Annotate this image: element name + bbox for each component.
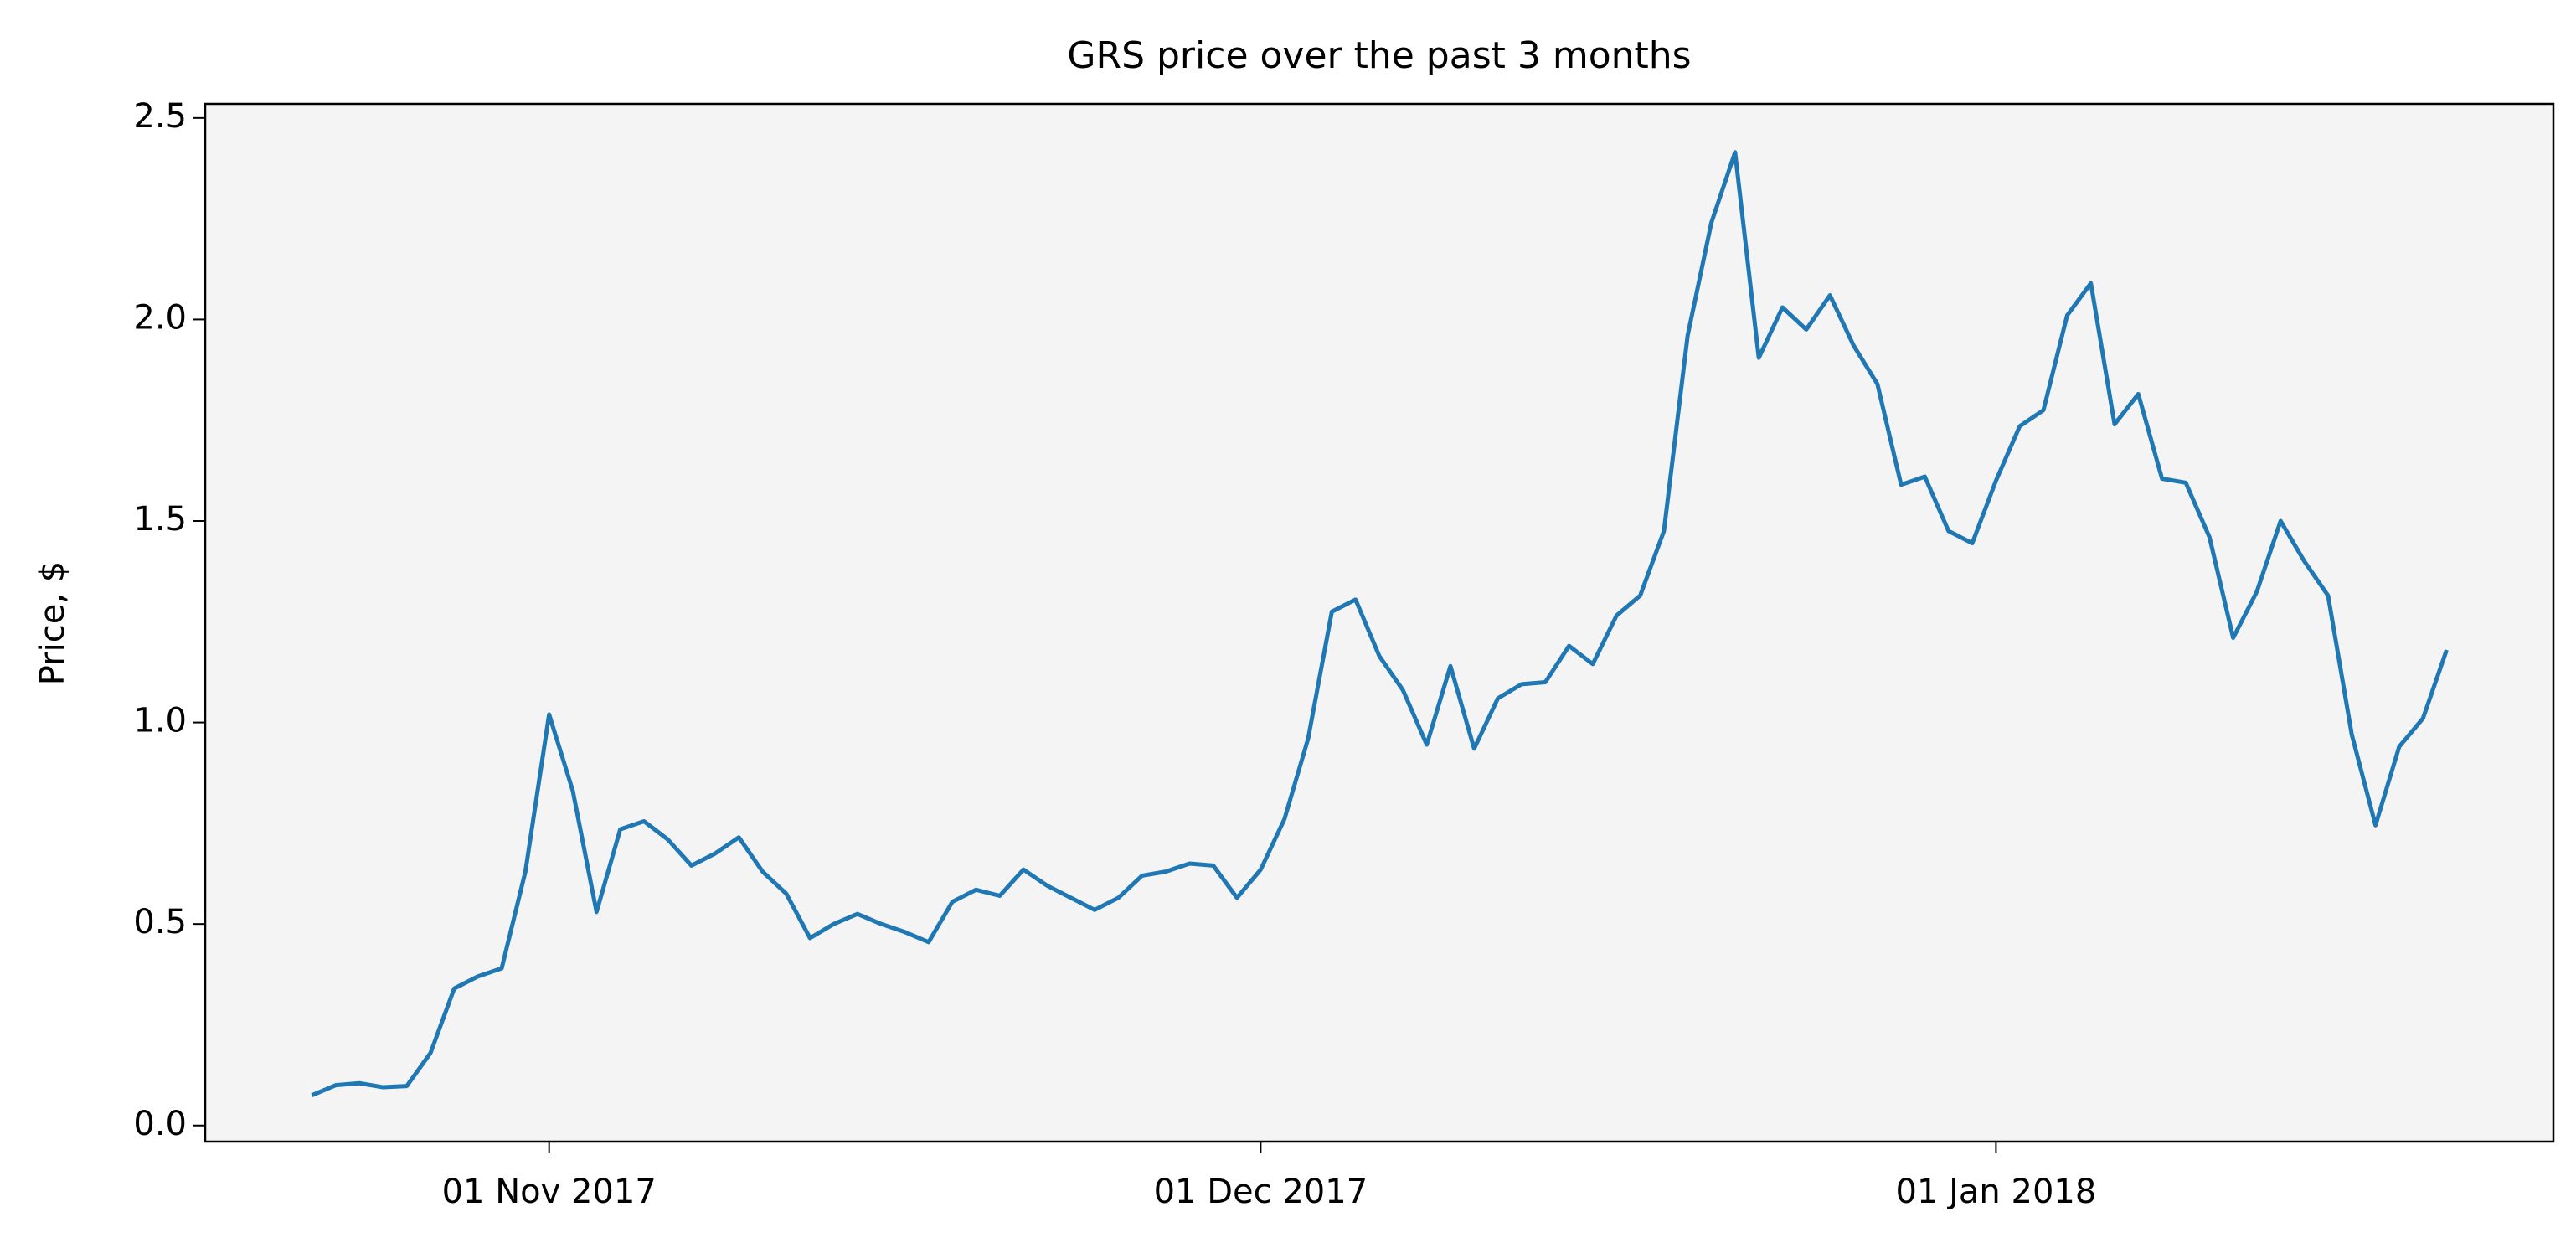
plot-frame — [204, 102, 2555, 1143]
plot-area — [205, 104, 2553, 1142]
y-tick-label: 2.0 — [133, 298, 187, 337]
x-tick-label: 01 Jan 2018 — [1896, 1173, 2097, 1211]
x-tick-label: 01 Dec 2017 — [1154, 1173, 1368, 1211]
y-tick-label: 1.0 — [133, 702, 187, 740]
x-tick-label: 01 Nov 2017 — [442, 1173, 657, 1211]
y-tick-label: 0.0 — [133, 1105, 187, 1143]
y-tick-label: 2.5 — [133, 97, 187, 136]
y-tick-label: 1.5 — [133, 500, 187, 539]
y-tick-label: 0.5 — [133, 903, 187, 941]
y-axis-label: Price, $ — [33, 561, 72, 685]
price-line — [311, 150, 2449, 1097]
chart-title: GRS price over the past 3 months — [1067, 34, 1691, 77]
